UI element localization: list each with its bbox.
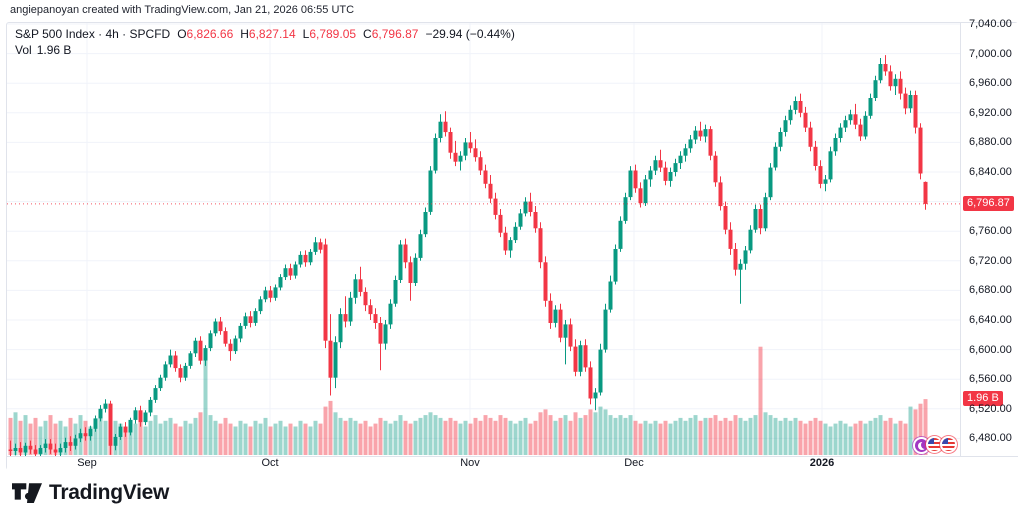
time-tick-label: 2026 (809, 457, 835, 469)
low-value: 6,789.05 (309, 27, 357, 41)
time-axis-separator (7, 456, 1018, 457)
price-axis-separator (960, 23, 961, 456)
time-tick-label: Dec (624, 457, 644, 469)
chart-widget: S&P 500 Index · 4h · SPCFD O6,826.66 H6,82… (6, 18, 1018, 470)
price-tick-label: 6,760.00 (969, 225, 1012, 238)
price-tick-label: 6,560.00 (969, 373, 1012, 386)
tradingview-logo[interactable]: TradingView (12, 481, 169, 505)
last-volume-badge: 1.96 B (963, 391, 1003, 407)
time-tick-label: Nov (460, 457, 480, 469)
tradingview-wordmark: TradingView (49, 481, 170, 504)
volume-value: 1.96 B (36, 43, 72, 57)
chart-pane[interactable]: S&P 500 Index · 4h · SPCFD O6,826.66 H6,82… (7, 23, 960, 456)
chart-canvas[interactable] (7, 23, 960, 456)
us-flag-event-icon[interactable] (940, 436, 957, 453)
price-axis[interactable]: 6,796.87 1.96 B 7,040.00 7,000.00 6,960.00… (961, 18, 1018, 456)
price-tick-label: 6,960.00 (969, 77, 1012, 90)
price-tick-label: 6,720.00 (969, 254, 1012, 267)
high-label: H (240, 27, 249, 41)
close-label: C (363, 27, 372, 41)
price-tick-label: 6,520.00 (969, 402, 1012, 415)
volume-series (8, 346, 928, 456)
price-tick-label: 6,480.00 (969, 432, 1012, 445)
attribution-line: angiepanoyan created with TradingView.co… (10, 4, 355, 16)
price-tick-label: 6,640.00 (969, 314, 1012, 326)
price-tick-label: 7,040.00 (969, 18, 1012, 30)
gridlines (7, 23, 960, 456)
last-price-badge: 6,796.87 (963, 195, 1014, 211)
close-value: 6,796.87 (371, 27, 419, 41)
flag-canton (928, 438, 934, 444)
price-tick-label: 6,880.00 (969, 136, 1012, 149)
legend[interactable]: S&P 500 Index · 4h · SPCFD O6,826.66 H6,82… (15, 27, 515, 58)
open-value: 6,826.66 (186, 27, 234, 41)
time-tick-label: Oct (261, 457, 279, 469)
flag-canton (942, 438, 948, 444)
volume-label: Vol (15, 43, 32, 57)
high-value: 6,827.14 (248, 27, 296, 41)
time-tick-label: Sep (77, 457, 97, 469)
time-axis[interactable]: Sep Oct Nov Dec 2026 (7, 457, 1018, 470)
open-label: O (177, 27, 187, 41)
price-tick-label: 6,680.00 (969, 284, 1012, 297)
symbol-title[interactable]: S&P 500 Index · 4h · SPCFD (15, 27, 171, 41)
price-tick-label: 7,000.00 (969, 47, 1012, 60)
price-tick-label: 6,840.00 (969, 166, 1012, 178)
change-value: −29.94 (−0.44%) (425, 27, 515, 41)
us-flag-event-icon[interactable] (926, 436, 943, 453)
low-label: L (302, 27, 310, 41)
price-tick-label: 6,600.00 (969, 343, 1012, 356)
crescent-shape (918, 441, 928, 450)
price-tick-label: 6,920.00 (969, 106, 1012, 119)
candlestick-series (8, 55, 928, 456)
tradingview-mark-icon (12, 482, 42, 503)
